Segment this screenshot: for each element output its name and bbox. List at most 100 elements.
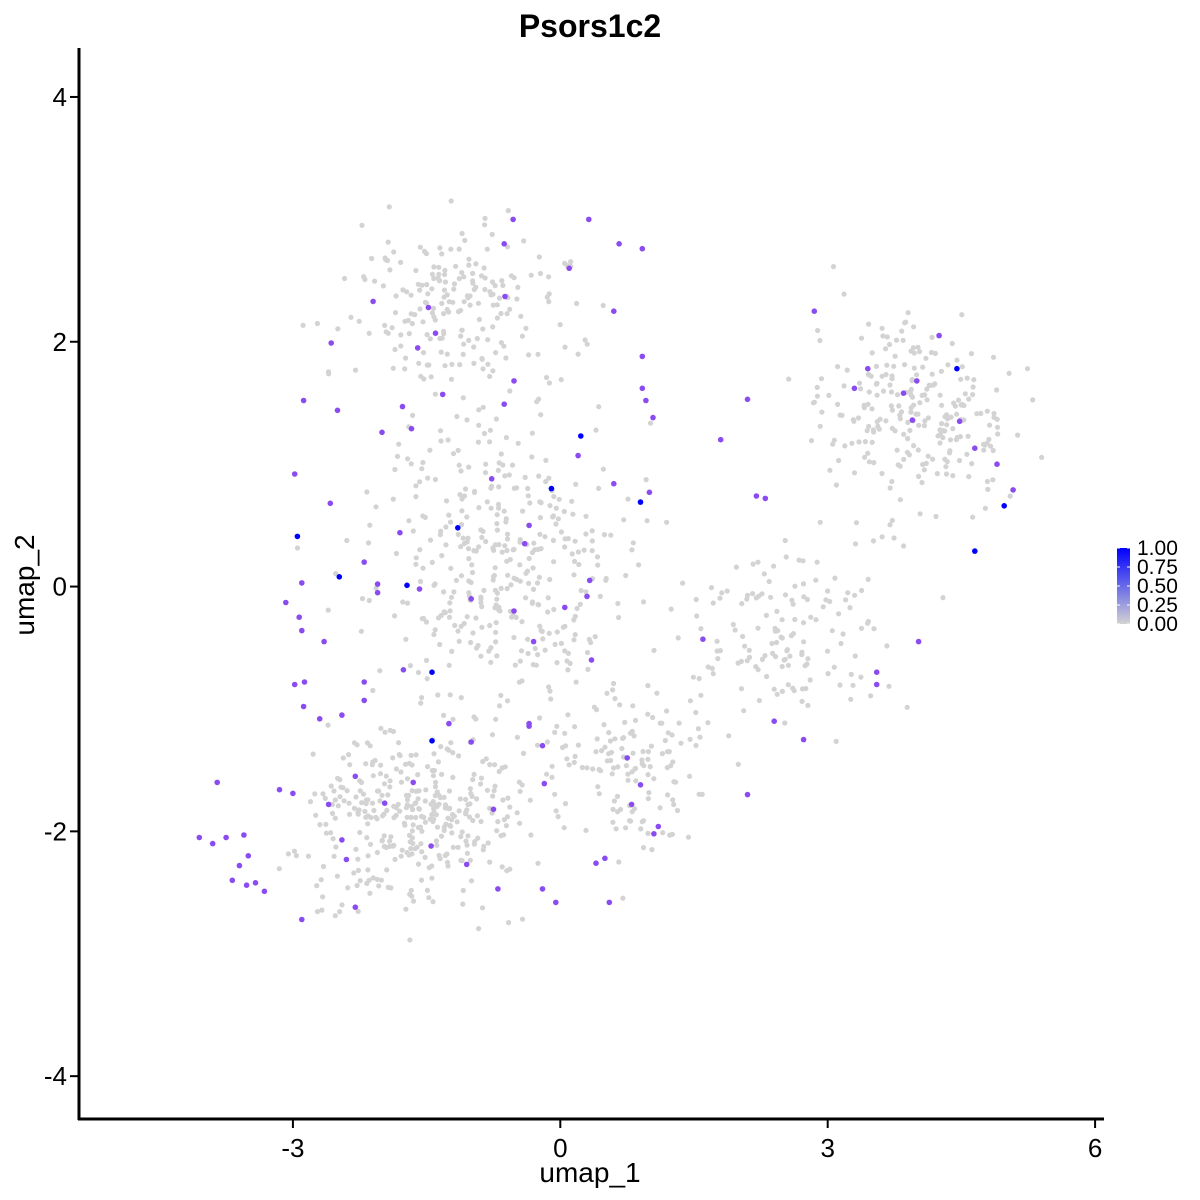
- cell-point: [1007, 493, 1013, 499]
- cell-point: [831, 664, 837, 670]
- cell-point: [553, 808, 559, 814]
- cell-point: [404, 776, 411, 782]
- cell-point: [355, 809, 361, 815]
- y-axis-ticks: -4 -2 0 2 4: [44, 82, 79, 1091]
- cell-point: [391, 842, 397, 848]
- cell-point: [331, 853, 337, 859]
- cell-point: [911, 365, 917, 371]
- cell-point: [454, 413, 460, 420]
- cell-point: [536, 574, 543, 580]
- cell-point: [647, 420, 654, 426]
- cell-point: [332, 815, 338, 821]
- cell-point: [377, 668, 383, 674]
- expressed-cell-point: [548, 485, 555, 492]
- cell-point: [944, 459, 950, 465]
- cell-point: [333, 571, 339, 577]
- cell-point: [450, 844, 456, 850]
- cell-point: [874, 392, 880, 398]
- cell-point: [515, 284, 521, 290]
- cell-point: [460, 395, 466, 401]
- cell-point: [474, 645, 480, 651]
- cell-point: [833, 482, 840, 488]
- cell-point: [344, 788, 350, 794]
- cell-point: [617, 702, 623, 708]
- cell-point: [441, 589, 447, 595]
- cell-point: [601, 532, 608, 538]
- cell-point: [527, 797, 533, 803]
- cell-point: [441, 331, 447, 337]
- cell-point: [446, 512, 452, 518]
- cell-point: [396, 752, 402, 758]
- cell-point: [450, 451, 457, 457]
- cell-point: [852, 592, 858, 598]
- cell-point: [484, 787, 490, 793]
- cell-point: [526, 555, 532, 562]
- cell-point: [410, 898, 417, 904]
- cell-point: [429, 271, 435, 277]
- cell-point: [434, 842, 440, 848]
- cell-point: [370, 687, 376, 694]
- cell-point: [908, 386, 914, 392]
- cell-point: [416, 360, 422, 366]
- expressed-cell-point: [400, 667, 407, 673]
- cell-point: [481, 587, 487, 594]
- cell-point: [645, 830, 651, 837]
- cell-point: [610, 687, 616, 693]
- cell-point: [625, 771, 631, 777]
- cell-point: [442, 802, 449, 808]
- cell-point: [444, 351, 450, 357]
- cell-point: [562, 648, 568, 654]
- cell-point: [985, 486, 991, 492]
- cell-point: [357, 788, 363, 794]
- cell-point: [341, 798, 347, 804]
- cell-point: [467, 293, 473, 299]
- cell-point: [865, 450, 871, 456]
- cell-point: [934, 471, 940, 477]
- cell-point: [463, 811, 469, 817]
- cell-point: [492, 283, 498, 289]
- cell-point: [741, 708, 747, 714]
- cell-point: [547, 576, 553, 583]
- cell-point: [500, 282, 506, 288]
- expressed-cell-point: [553, 899, 559, 906]
- cell-point: [392, 310, 399, 316]
- cell-point: [915, 447, 921, 453]
- cell-point: [664, 708, 670, 714]
- expressed-cell-point: [502, 293, 508, 300]
- expressed-cell-point: [209, 840, 216, 847]
- cell-point: [770, 650, 776, 657]
- cell-point: [543, 374, 550, 381]
- cell-point: [492, 762, 498, 768]
- cell-point: [654, 690, 660, 696]
- cell-point: [594, 554, 601, 560]
- cell-point: [459, 230, 465, 237]
- cell-point: [665, 730, 671, 736]
- cell-point: [482, 470, 489, 476]
- cell-point: [632, 717, 639, 724]
- cell-point: [554, 660, 560, 666]
- cell-point: [381, 833, 387, 839]
- colorbar-label: 1.00: [1137, 537, 1178, 560]
- cell-point: [439, 251, 445, 257]
- cell-point: [347, 762, 353, 768]
- cell-point: [494, 527, 500, 533]
- cell-point: [678, 740, 684, 746]
- cell-point: [322, 795, 328, 802]
- cell-point: [932, 350, 939, 356]
- cell-point: [886, 341, 893, 348]
- cell-point: [802, 663, 808, 669]
- cell-point: [978, 410, 984, 416]
- cell-point: [555, 814, 561, 820]
- cell-point: [307, 799, 314, 805]
- cell-point: [943, 471, 950, 477]
- cell-point: [487, 373, 493, 379]
- cell-point: [418, 700, 424, 706]
- cell-point: [545, 609, 551, 615]
- cell-point: [355, 856, 361, 862]
- cell-point: [337, 909, 343, 915]
- expressed-cell-point: [753, 493, 760, 499]
- cell-point: [551, 493, 557, 500]
- cell-point: [965, 433, 971, 439]
- cell-point: [335, 803, 341, 809]
- cell-point: [320, 863, 327, 870]
